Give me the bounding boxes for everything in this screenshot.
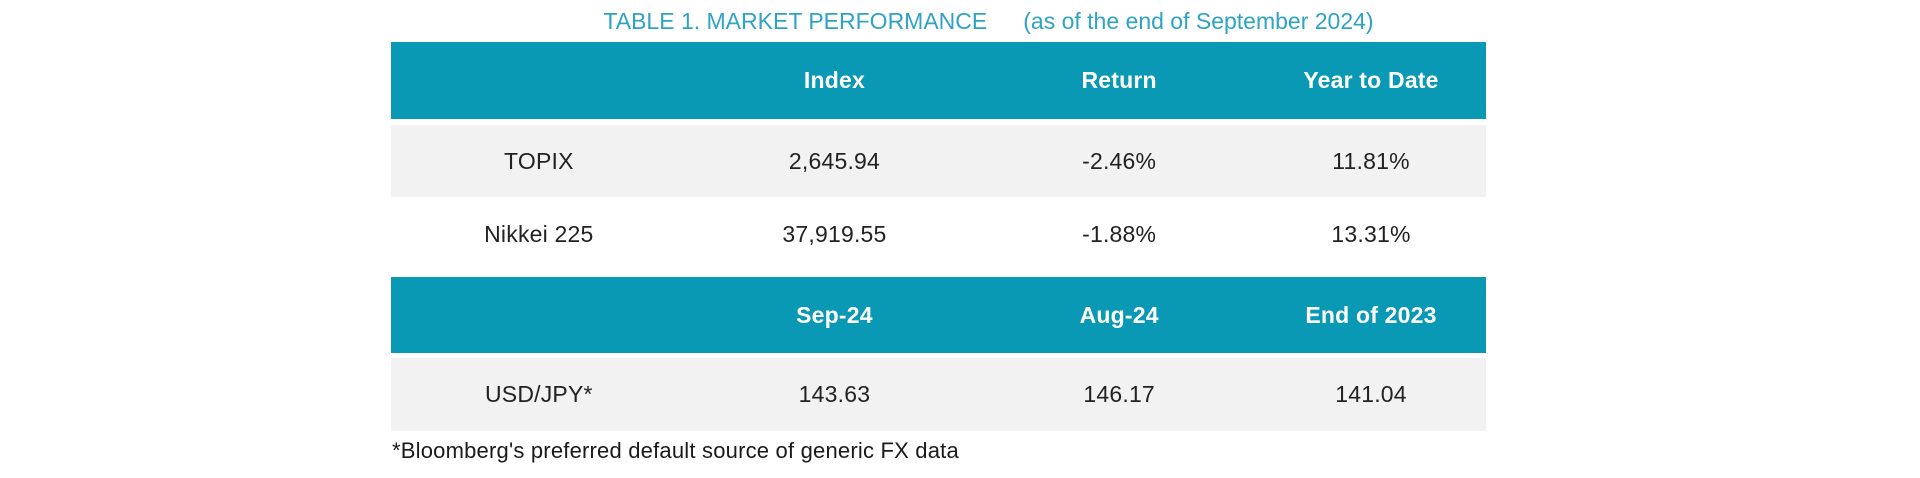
topix-index-value: 2,645.94 — [788, 147, 881, 174]
nikkei-ytd-value: 13.31% — [1331, 220, 1411, 247]
fx-header-row: Sep-24 Aug-24 End of 2023 — [391, 277, 1486, 353]
table-row-nikkei: Nikkei 225 37,919.55 -1.88% 13.31% — [391, 197, 1486, 271]
market-performance-table: Index Return Year to Date TOPIX 2,645.94… — [391, 42, 1486, 431]
table-title-main: TABLE 1. MARKET PERFORMANCE — [603, 8, 988, 34]
index-header-ytd: Year to Date — [1303, 67, 1439, 93]
nikkei-index-value: 37,919.55 — [782, 220, 887, 247]
usdjpy-sep24-value: 143.63 — [798, 381, 871, 407]
fx-header-aug24: Aug-24 — [1079, 301, 1159, 328]
fx-header-sep24: Sep-24 — [796, 301, 873, 328]
nikkei-label: Nikkei 225 — [484, 220, 594, 247]
usdjpy-aug24-value: 146.17 — [1083, 381, 1155, 407]
topix-label: TOPIX — [504, 147, 574, 174]
footnote: *Bloomberg's preferred default source of… — [392, 438, 959, 463]
table-row-topix: TOPIX 2,645.94 -2.46% 11.81% — [391, 125, 1486, 197]
nikkei-return-value: -1.88% — [1082, 220, 1157, 247]
index-header-blank — [391, 42, 687, 119]
index-header-return: Return — [1081, 67, 1157, 93]
usdjpy-end2023-value: 141.04 — [1335, 381, 1407, 407]
fx-header-end2023: End of 2023 — [1305, 301, 1437, 328]
topix-ytd-value: 11.81% — [1332, 147, 1410, 174]
table-title: TABLE 1. MARKET PERFORMANCE (as of the en… — [441, 6, 1536, 36]
index-header-row: Index Return Year to Date — [391, 42, 1486, 119]
index-header-index: Index — [803, 67, 865, 93]
usdjpy-label: USD/JPY* — [484, 381, 593, 407]
table-row-usdjpy: USD/JPY* 143.63 146.17 141.04 — [391, 358, 1486, 431]
topix-return-value: -2.46% — [1082, 147, 1157, 174]
fx-header-blank — [391, 277, 687, 353]
table-title-date-note: (as of the end of September 2024) — [1023, 8, 1374, 34]
